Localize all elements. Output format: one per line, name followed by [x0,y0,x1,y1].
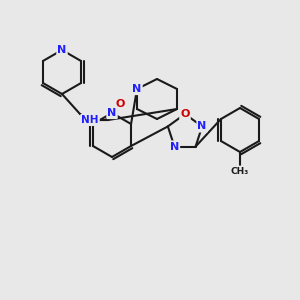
Text: O: O [115,99,125,109]
Text: O: O [180,109,190,119]
Text: N: N [197,122,207,131]
Text: CH₃: CH₃ [231,167,249,176]
Text: N: N [170,142,179,152]
Text: NH: NH [81,115,99,125]
Text: N: N [132,84,142,94]
Text: N: N [107,108,117,118]
Text: N: N [57,45,67,55]
